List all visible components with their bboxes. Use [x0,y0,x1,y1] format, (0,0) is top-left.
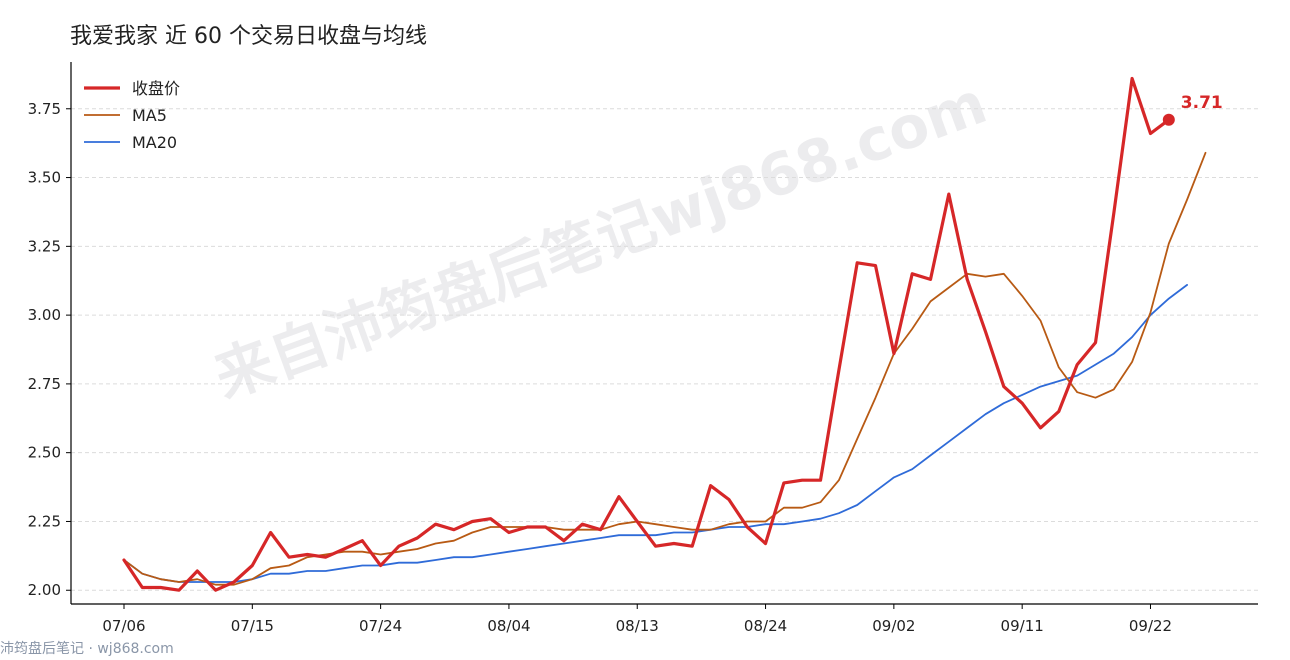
y-tick-label: 2.75 [28,375,61,393]
x-tick-label: 07/06 [102,617,145,635]
ma5-line [123,151,1207,586]
y-tick-label: 2.25 [28,512,61,530]
last-close-marker [1162,113,1175,126]
x-tick-label: 09/02 [872,617,915,635]
legend: 收盘价 MA5 MA20 [84,79,180,152]
chart-title: 我爱我家 近 60 个交易日收盘与均线 [70,24,427,49]
legend-label: MA5 [132,106,167,125]
close-price-line [122,76,1171,592]
y-tick-label: 3.00 [28,306,61,324]
y-tick-label: 3.25 [28,237,61,255]
last-close-label: 3.71 [1181,93,1223,113]
x-tick-label: 08/24 [744,617,787,635]
y-tick-label: 3.75 [28,100,61,118]
x-tick-label: 09/11 [1001,617,1044,635]
x-tick-label: 07/24 [359,617,402,635]
footer-credit: 沛筠盘后笔记 · wj868.com [0,641,174,657]
x-tick-label: 08/13 [616,617,659,635]
x-tick-label: 08/04 [487,617,530,635]
x-tick-label: 07/15 [231,617,274,635]
y-tick-label: 2.00 [28,581,61,599]
ma20-line [123,283,1188,583]
x-tick-label: 09/22 [1129,617,1172,635]
legend-label: 收盘价 [132,79,180,98]
y-tick-label: 2.50 [28,444,61,462]
legend-label: MA20 [132,133,177,152]
y-tick-label: 3.50 [28,169,61,187]
